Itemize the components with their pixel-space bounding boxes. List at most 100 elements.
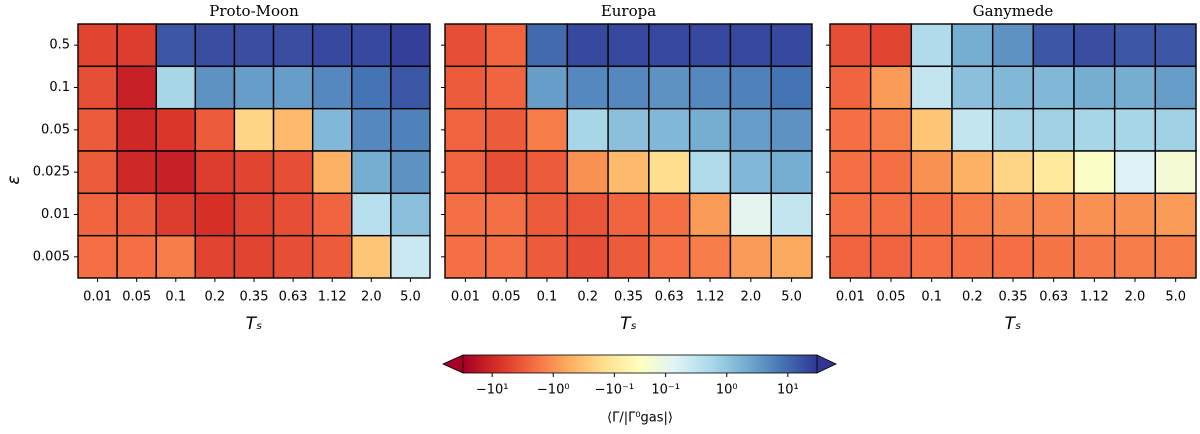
heatmap-cell <box>351 65 392 110</box>
heatmap-cell <box>991 23 1035 68</box>
heatmap-cell <box>1154 192 1197 237</box>
heatmap-cell <box>910 192 953 237</box>
x-tick-label: 0.05 <box>492 290 521 305</box>
heatmap-cell <box>951 107 994 152</box>
heatmap-cell <box>910 65 953 110</box>
heatmap-cell <box>272 65 314 110</box>
heatmap-cell <box>1154 107 1197 152</box>
heatmap-cell <box>688 23 732 68</box>
heatmap-cell <box>116 23 157 68</box>
heatmap-cell <box>1154 150 1197 195</box>
heatmap-cell <box>116 234 157 279</box>
x-tick-label: 0.63 <box>1039 290 1068 305</box>
heatmap-cell <box>729 65 772 110</box>
panel-title: Ganymede <box>973 2 1054 20</box>
x-tick-label: 0.35 <box>614 290 643 305</box>
heatmap-cell <box>525 107 569 152</box>
heatmap-cell <box>1113 65 1157 110</box>
heatmap-cell <box>566 192 609 237</box>
y-tick-label: 0.1 <box>49 80 70 95</box>
x-tick-label: 0.2 <box>205 290 226 305</box>
heatmap-cell <box>829 234 872 279</box>
heatmap-cell <box>1032 23 1075 68</box>
heatmap-cell <box>194 65 236 110</box>
heatmap-cell <box>607 150 650 195</box>
heatmap-cell <box>607 234 650 279</box>
heatmap-cell <box>869 107 913 152</box>
x-axis-label: Tₛ <box>620 314 637 334</box>
heatmap-cell <box>951 150 994 195</box>
heatmap-cell <box>770 107 813 152</box>
colorbar-tick-label: −10⁰ <box>537 383 570 398</box>
heatmap-cell <box>116 150 157 195</box>
heatmap-cell <box>729 107 772 152</box>
x-tick-label: 0.35 <box>240 290 269 305</box>
x-axis-label: Tₛ <box>246 314 263 334</box>
heatmap-cell <box>485 234 528 279</box>
heatmap-cell <box>272 192 314 237</box>
heatmap-cell <box>770 23 813 68</box>
heatmap-cell <box>991 65 1035 110</box>
heatmap-cell <box>390 234 431 279</box>
heatmap-cell <box>525 150 569 195</box>
heatmap-cell <box>951 192 994 237</box>
heatmap-cell <box>566 234 609 279</box>
heatmap-cell <box>155 234 197 279</box>
heatmap-cell <box>444 107 487 152</box>
heatmap-cell <box>991 150 1035 195</box>
heatmap-cell <box>1154 23 1197 68</box>
y-tick-label: 0.025 <box>33 165 70 180</box>
x-tick-label: 5.0 <box>781 290 802 305</box>
heatmap-cell <box>607 192 650 237</box>
colorbar-tick-label: 10⁻¹ <box>651 383 680 398</box>
heatmap-cell <box>311 107 353 152</box>
heatmap-cell <box>390 192 431 237</box>
heatmap-cell <box>272 107 314 152</box>
x-tick-label: 1.12 <box>1080 290 1109 305</box>
heatmap-cell <box>155 150 197 195</box>
heatmap-cell <box>311 192 353 237</box>
colorbar-label: ⟨Γ/|Γ⁰gas|⟩ <box>607 411 673 426</box>
panel-title: Proto-Moon <box>209 2 299 20</box>
heatmap-cell <box>1032 234 1075 279</box>
heatmap-cell <box>485 65 528 110</box>
heatmap-cell <box>566 150 609 195</box>
y-axis-label: ε <box>4 175 24 184</box>
heatmap-cell <box>1032 65 1075 110</box>
heatmap-cell <box>1113 23 1157 68</box>
heatmap-cell <box>1073 23 1116 68</box>
colorbar-tick-label: 10¹ <box>777 383 799 398</box>
heatmap-cell <box>951 65 994 110</box>
y-tick-label: 0.005 <box>33 249 70 264</box>
heatmap-cell <box>194 192 236 237</box>
heatmap-cell <box>1073 150 1116 195</box>
heatmap-cell <box>155 23 197 68</box>
heatmap-cell <box>607 23 650 68</box>
heatmap-cell <box>729 150 772 195</box>
x-tick-label: 0.1 <box>921 290 942 305</box>
heatmap-cell <box>77 150 118 195</box>
heatmap-cell <box>272 234 314 279</box>
heatmap-cell <box>311 23 353 68</box>
heatmap-cell <box>390 107 431 152</box>
heatmap-cell <box>729 234 772 279</box>
x-tick-label: 1.12 <box>318 290 347 305</box>
heatmap-cell <box>648 234 691 279</box>
x-tick-label: 5.0 <box>400 290 421 305</box>
heatmap-cell <box>77 23 118 68</box>
heatmap-cell <box>1032 107 1075 152</box>
x-axis-label: Tₛ <box>1005 314 1022 334</box>
heatmap-cell <box>688 65 732 110</box>
x-tick-label: 0.2 <box>962 290 983 305</box>
heatmap-cell <box>233 23 275 68</box>
colorbar-tick-label: −10¹ <box>476 383 509 398</box>
x-tick-label: 1.12 <box>696 290 725 305</box>
heatmap-cell <box>194 150 236 195</box>
heatmap-cell <box>194 23 236 68</box>
x-tick-label: 0.1 <box>537 290 558 305</box>
heatmap-cell <box>688 192 732 237</box>
heatmap-cell <box>829 23 872 68</box>
heatmap-cell <box>688 107 732 152</box>
heatmap-cell <box>829 107 872 152</box>
heatmap-cell <box>869 192 913 237</box>
